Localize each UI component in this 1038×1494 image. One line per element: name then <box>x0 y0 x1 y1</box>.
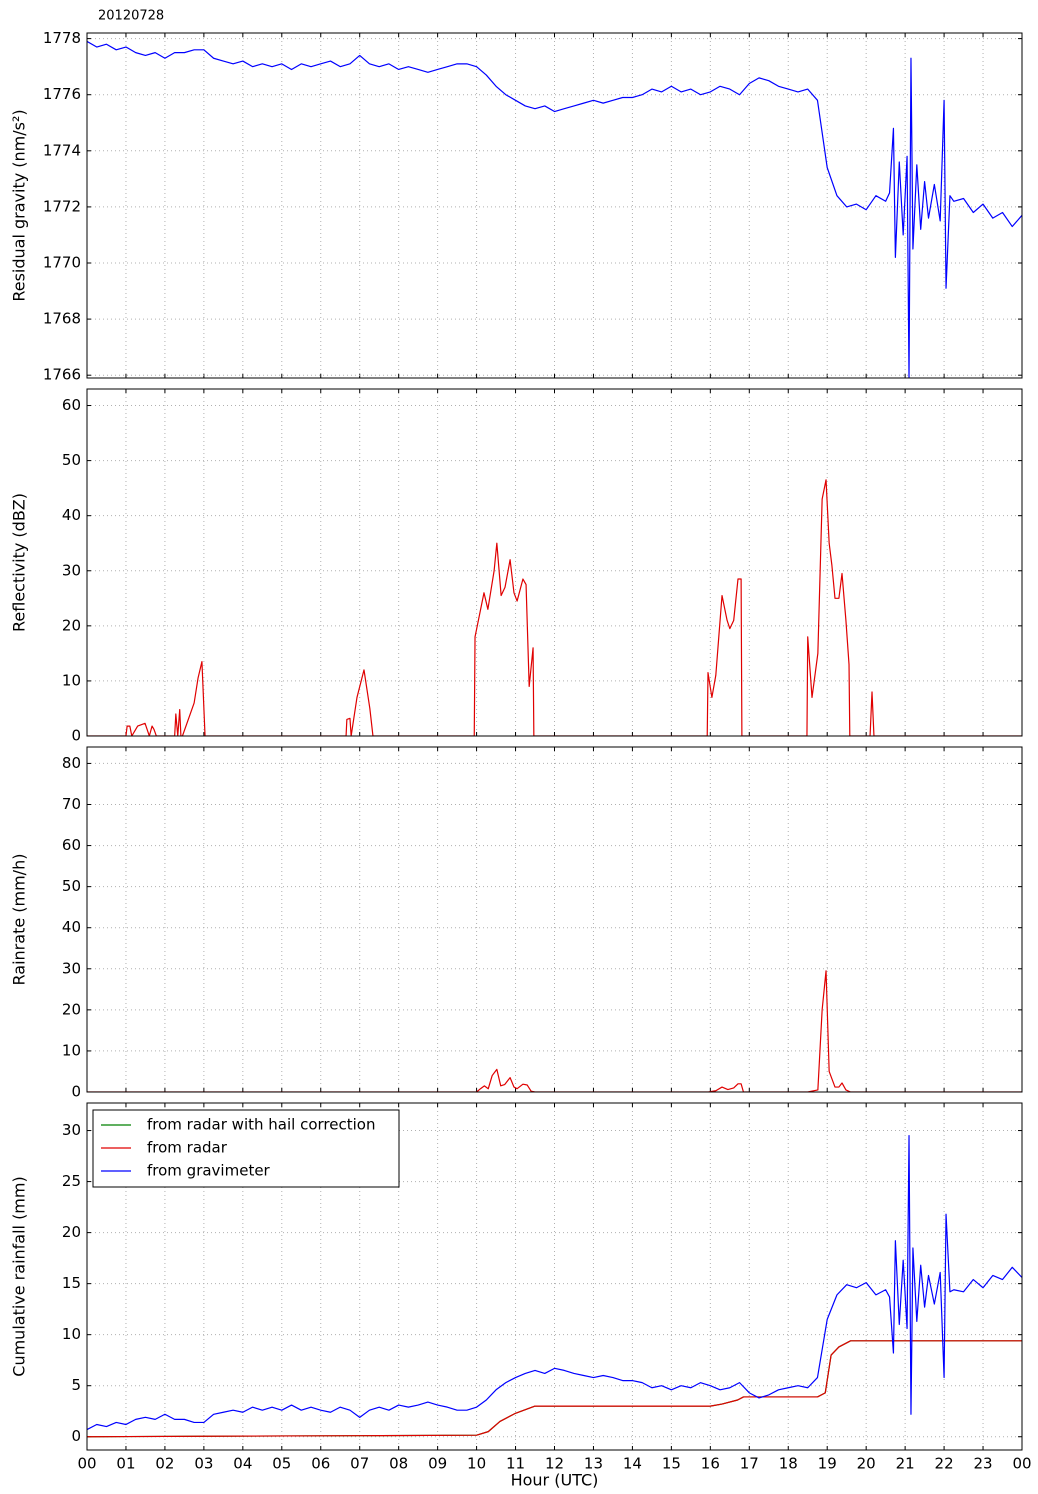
data-line <box>87 479 1022 736</box>
y-tick-label: 30 <box>62 561 81 579</box>
y-tick-label: 0 <box>71 727 81 745</box>
y-axis-label: Cumulative rainfall (mm) <box>10 1176 29 1376</box>
x-tick-label: 04 <box>233 1455 252 1473</box>
plot-frame <box>86 746 1023 1093</box>
y-tick-label: 10 <box>62 1325 81 1343</box>
y-tick-label: 30 <box>62 959 81 977</box>
y-tick-label: 1774 <box>43 141 81 159</box>
chart-title: 20120728 <box>98 9 164 24</box>
x-tick-label: 21 <box>896 1455 915 1473</box>
y-axis-label: Rainrate (mm/h) <box>10 854 29 986</box>
y-tick-label: 70 <box>62 795 81 813</box>
x-tick-label: 03 <box>194 1455 213 1473</box>
x-tick-label: 18 <box>779 1455 798 1473</box>
y-tick-label: 1770 <box>43 254 81 272</box>
y-axis-label: Residual gravity (nm/s²) <box>10 109 29 301</box>
x-tick-label: 14 <box>623 1455 642 1473</box>
y-tick-label: 40 <box>62 506 81 524</box>
y-tick-label: 1776 <box>43 85 81 103</box>
x-tick-label: 08 <box>389 1455 408 1473</box>
x-tick-label: 13 <box>584 1455 603 1473</box>
y-tick-label: 1768 <box>43 310 81 328</box>
legend-label: from radar <box>147 1139 228 1157</box>
plot-frame <box>86 32 1023 379</box>
x-tick-label: 15 <box>662 1455 681 1473</box>
y-tick-label: 10 <box>62 1041 81 1059</box>
legend-label: from radar with hail correction <box>147 1116 375 1134</box>
panel: 00 01 02 03 04 05 06 07 08 09 10 11 12 13 14 15 16 17 18 19… <box>10 1102 1032 1490</box>
y-tick-label: 60 <box>62 396 81 414</box>
y-tick-label: 25 <box>62 1172 81 1190</box>
x-tick-label: 12 <box>545 1455 564 1473</box>
x-tick-label: 16 <box>701 1455 720 1473</box>
data-line <box>87 1340 1022 1438</box>
y-tick-label: 30 <box>62 1121 81 1139</box>
data-line <box>87 970 1022 1092</box>
x-tick-label: 19 <box>818 1455 837 1473</box>
y-tick-label: 20 <box>62 1000 81 1018</box>
y-tick-label: 5 <box>71 1376 81 1394</box>
panel: 0 10 20 30 40 50 60 Reflectivity (dBZ) <box>10 388 1023 745</box>
y-tick-label: 60 <box>62 836 81 854</box>
x-tick-label: 11 <box>506 1455 525 1473</box>
y-tick-label: 0 <box>71 1427 81 1445</box>
y-tick-label: 20 <box>62 1223 81 1241</box>
plot-frame <box>86 1102 1023 1451</box>
y-tick-label: 40 <box>62 918 81 936</box>
x-tick-label: 01 <box>116 1455 135 1473</box>
x-tick-label: 22 <box>935 1455 954 1473</box>
x-tick-label: 05 <box>272 1455 291 1473</box>
y-tick-label: 20 <box>62 616 81 634</box>
x-tick-label: 02 <box>155 1455 174 1473</box>
x-axis-label: Hour (UTC) <box>511 1471 599 1490</box>
x-tick-label: 23 <box>973 1455 992 1473</box>
y-tick-label: 0 <box>71 1083 81 1101</box>
y-tick-label: 80 <box>62 754 81 772</box>
y-tick-label: 50 <box>62 451 81 469</box>
x-tick-label: 00 <box>1012 1455 1031 1473</box>
data-line <box>87 40 1022 378</box>
x-tick-label: 06 <box>311 1455 330 1473</box>
x-tick-label: 09 <box>428 1455 447 1473</box>
plot-frame <box>86 388 1023 737</box>
y-tick-label: 15 <box>62 1274 81 1292</box>
y-axis-label: Reflectivity (dBZ) <box>10 493 29 632</box>
x-tick-label: 17 <box>740 1455 759 1473</box>
x-tick-label: 10 <box>467 1455 486 1473</box>
y-tick-label: 1778 <box>43 29 81 47</box>
legend-box <box>92 1109 400 1188</box>
y-tick-label: 1772 <box>43 197 81 215</box>
legend-label: from gravimeter <box>147 1162 271 1180</box>
panel: 0 10 20 30 40 50 60 70 80 Rainrate (mm/h) <box>10 746 1023 1101</box>
data-line <box>87 1135 1022 1431</box>
y-tick-label: 10 <box>62 671 81 689</box>
y-tick-label: 1766 <box>43 366 81 384</box>
x-tick-label: 00 <box>77 1455 96 1473</box>
y-tick-label: 50 <box>62 877 81 895</box>
panel: 1766 1768 1770 1772 1774 1776 1778 Residual gra… <box>10 29 1023 384</box>
x-tick-label: 20 <box>857 1455 876 1473</box>
x-tick-label: 07 <box>350 1455 369 1473</box>
